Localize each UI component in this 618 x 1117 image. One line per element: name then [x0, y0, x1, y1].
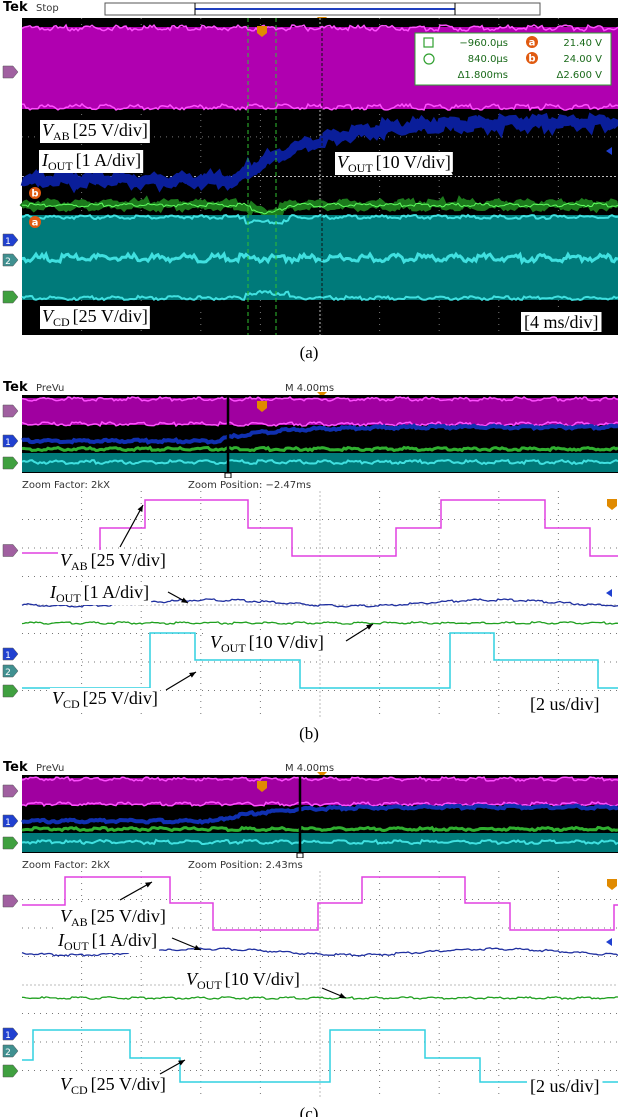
- zoom-position: Zoom Position: −2.47ms: [188, 480, 311, 491]
- label-subscript: OUT: [48, 159, 73, 173]
- channel-marker: [3, 685, 18, 697]
- label-subscript: CD: [63, 697, 80, 711]
- label-scale: [10 V/div]: [249, 632, 324, 652]
- caption: (b): [299, 724, 319, 743]
- label-subscript: OUT: [197, 978, 222, 992]
- channel-marker-label: 1: [5, 237, 11, 247]
- channel-marker-label: 2: [5, 257, 11, 267]
- label-subscript: OUT: [56, 591, 81, 605]
- channel-marker: [3, 1065, 18, 1077]
- zoom-position: Zoom Position: 2.43ms: [188, 860, 303, 871]
- channel-marker: [3, 66, 18, 78]
- label-subscript: OUT: [348, 161, 373, 175]
- vab-envelope: [22, 398, 618, 425]
- channel-marker-label: 1: [5, 438, 11, 448]
- label-scale: [25 V/div]: [83, 688, 158, 708]
- zoom-cursor-handle: [297, 853, 303, 858]
- channel-marker: [3, 895, 18, 907]
- channel-marker: [3, 785, 18, 797]
- label-subscript: CD: [53, 315, 70, 329]
- channel-marker: [3, 457, 18, 469]
- readout-time: 840.0µs: [468, 54, 508, 65]
- timebase-label: [2 us/div]: [530, 1076, 600, 1096]
- channel-marker-label: 2: [5, 668, 11, 678]
- readout-volts: 24.00 V: [563, 54, 602, 65]
- scope-mode: PreVu: [36, 383, 64, 394]
- scope-mode: Stop: [36, 3, 59, 14]
- label-subscript: OUT: [221, 641, 246, 655]
- timebase-label: [2 us/div]: [530, 694, 600, 714]
- label-scale: [1 A/div]: [92, 930, 158, 950]
- label-scale: [25 V/div]: [91, 906, 166, 926]
- timebase: M 4.00ms: [285, 763, 334, 774]
- scope-brand: Tek: [3, 0, 28, 15]
- label-scale: [1 A/div]: [84, 582, 150, 602]
- label-scale: [25 V/div]: [73, 306, 148, 326]
- label-scale: [10 V/div]: [225, 969, 300, 989]
- channel-marker-label: 1: [5, 651, 11, 661]
- timebase-label: [4 ms/div]: [524, 312, 599, 332]
- readout-volts: 21.40 V: [563, 38, 602, 49]
- channel-marker-label: 2: [5, 1048, 11, 1058]
- label-scale: [25 V/div]: [73, 120, 148, 140]
- readout-cursor: a: [529, 38, 536, 49]
- zoom-factor: Zoom Factor: 2kX: [22, 480, 110, 491]
- label-scale: [10 V/div]: [376, 152, 451, 172]
- channel-marker: [3, 291, 18, 303]
- channel-marker: [3, 545, 18, 557]
- label-subscript: AB: [71, 559, 88, 573]
- label-subscript: AB: [71, 915, 88, 929]
- channel-marker-label: 1: [5, 1031, 11, 1041]
- label-subscript: CD: [71, 1083, 88, 1097]
- label-subscript: AB: [53, 129, 70, 143]
- readout-volts: Δ2.600 V: [557, 70, 603, 81]
- label-scale: [25 V/div]: [91, 550, 166, 570]
- zoom-cursor-handle: [225, 473, 231, 478]
- readout-cursor: b: [528, 54, 535, 65]
- label-subscript: OUT: [64, 939, 89, 953]
- channel-marker: [3, 405, 18, 417]
- channel-marker: [3, 837, 18, 849]
- caption: (a): [300, 343, 319, 362]
- channel-marker-label: 1: [5, 818, 11, 828]
- ref-marker-label: a: [32, 218, 39, 229]
- scope-brand: Tek: [3, 760, 28, 775]
- ref-marker-label: b: [31, 189, 38, 200]
- vab-envelope: [22, 778, 618, 805]
- figure: Tek Stop −960.0µs a 21.40 V 840.0µs b 24.00 V Δ1…: [0, 0, 618, 1117]
- label-scale: [25 V/div]: [91, 1074, 166, 1094]
- readout-time: −960.0µs: [459, 38, 508, 49]
- scope-mode: PreVu: [36, 763, 64, 774]
- scope-brand: Tek: [3, 380, 28, 395]
- caption: (c): [300, 1104, 319, 1117]
- timebase: M 4.00ms: [285, 383, 334, 394]
- zoom-factor: Zoom Factor: 2kX: [22, 860, 110, 871]
- readout-time: Δ1.800ms: [458, 70, 508, 81]
- label-scale: [1 A/div]: [76, 150, 142, 170]
